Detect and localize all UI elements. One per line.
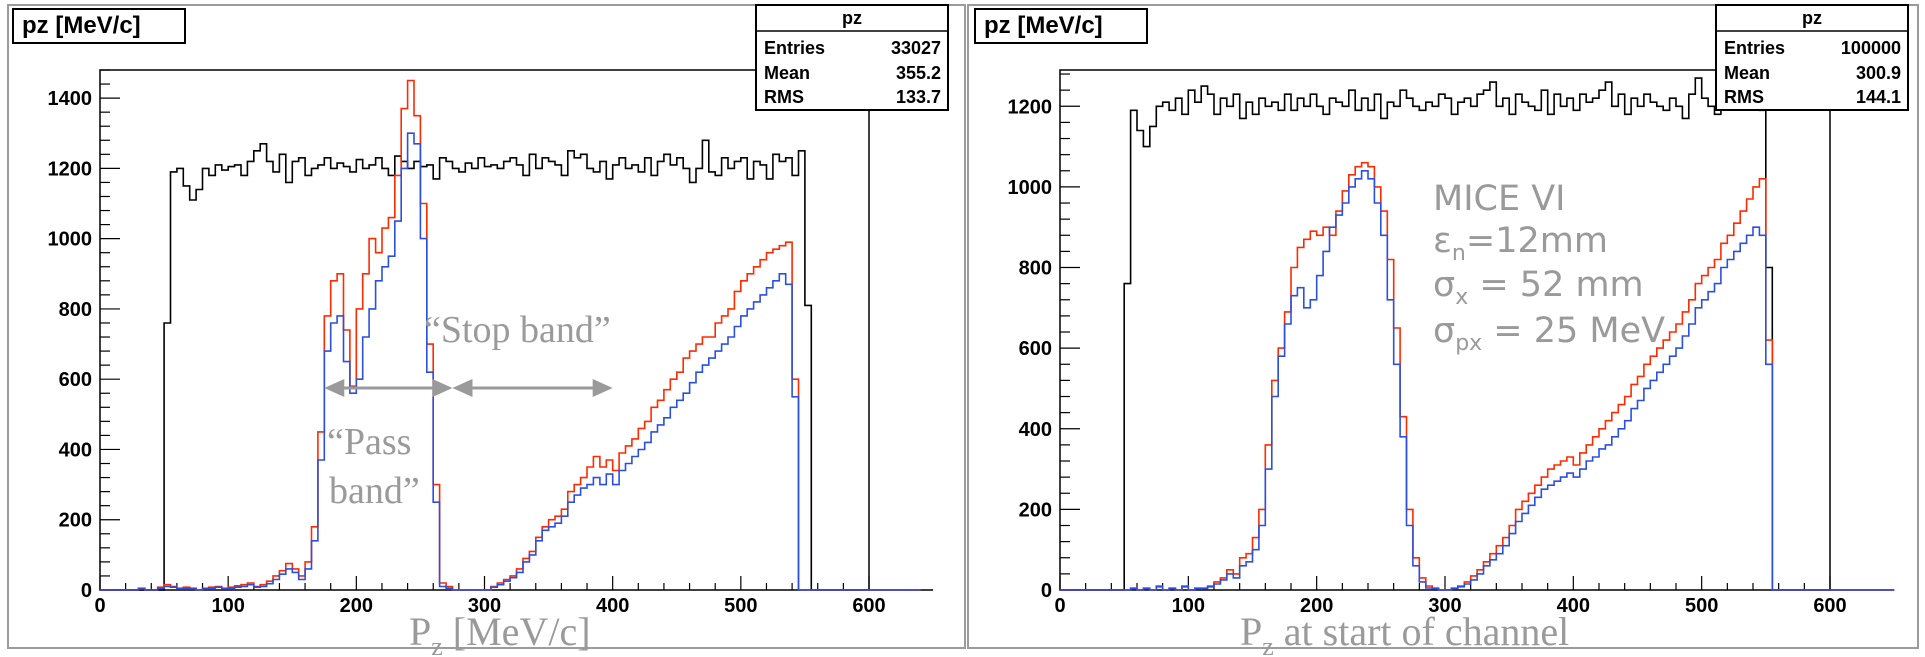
right-y-tick-label: 400 xyxy=(1019,419,1052,441)
left-x-tick-label: 0 xyxy=(94,595,105,617)
pass-band-label-line2: band” xyxy=(329,470,420,512)
sigma-x-value: = 52 mm xyxy=(1468,265,1643,305)
left-y-tick-label: 200 xyxy=(59,510,92,532)
left-pad-frame xyxy=(7,4,966,649)
right-stats-value: 100000 xyxy=(1841,38,1901,58)
left-y-tick-label: 1400 xyxy=(48,88,93,110)
right-x-title-sub: z xyxy=(1262,632,1274,657)
left-y-tick-label: 0 xyxy=(81,580,92,602)
sigma-px-sub: px xyxy=(1455,331,1482,356)
emittance-label: εn=12mm xyxy=(1433,221,1608,266)
right-stats-label: Entries xyxy=(1724,38,1785,58)
left-y-tick-label: 1000 xyxy=(48,229,93,251)
left-stats-label: RMS xyxy=(764,87,804,107)
mice-label: MICE VI xyxy=(1433,179,1565,219)
right-x-tick-label: 100 xyxy=(1172,595,1205,617)
sigma-x-label: σx = 52 mm xyxy=(1433,265,1644,310)
left-title: pz [MeV/c] xyxy=(22,12,141,39)
right-plot-area: 0 100 200 300 400 500 600 0 200 400 600 800 1000 1200 xyxy=(1008,69,1895,617)
right-x-tick-label: 500 xyxy=(1685,595,1718,617)
left-annotations: “Stop band” “Pass band” xyxy=(324,309,613,512)
right-x-tick-label: 400 xyxy=(1557,595,1590,617)
right-histogram-pad: pz [MeV/c] 0 100 200 300 400 500 600 0 200 400 600… xyxy=(967,4,1919,657)
right-stats-value: 144.1 xyxy=(1856,87,1901,107)
right-title: pz [MeV/c] xyxy=(984,12,1103,39)
pass-band-arrow xyxy=(324,378,453,397)
sigma-x-symbol: σ xyxy=(1433,265,1455,305)
right-stats-box: pz Entries 100000 Mean 300.9 RMS 144.1 xyxy=(1715,4,1909,111)
right-y-tick-label: 1200 xyxy=(1008,96,1053,118)
left-stats-frame xyxy=(755,4,949,111)
pass-band-arrow-head-right xyxy=(432,378,453,397)
right-y-tick-label: 600 xyxy=(1019,338,1052,360)
left-y-tick-label: 1200 xyxy=(48,158,93,180)
right-x-tick-label: 0 xyxy=(1054,595,1065,617)
right-pad-frame xyxy=(967,4,1919,649)
stop-band-arrow-head-left xyxy=(452,378,473,397)
sigma-px-value: = 25 MeV xyxy=(1482,311,1665,351)
left-series-blue xyxy=(100,132,921,591)
left-x-title-sub: z xyxy=(431,632,443,657)
left-x-tick-label: 600 xyxy=(852,595,885,617)
right-stats-frame xyxy=(1715,4,1909,111)
right-y-tick-label: 200 xyxy=(1019,499,1052,521)
left-x-tick-label: 200 xyxy=(340,595,373,617)
left-x-tick-label: 400 xyxy=(596,595,629,617)
left-x-title-rest: [MeV/c] xyxy=(443,609,591,654)
left-x-title-main: P xyxy=(409,609,431,654)
left-stats-label: Mean xyxy=(764,63,810,83)
pass-band-arrow-head-left xyxy=(324,378,345,397)
stop-band-arrow xyxy=(452,378,613,397)
left-y-tick-label: 400 xyxy=(59,439,92,461)
stop-band-label: “Stop band” xyxy=(424,309,611,351)
right-stats-label: RMS xyxy=(1724,87,1764,107)
right-y-tick-label: 1000 xyxy=(1008,177,1053,199)
left-histogram-pad: pz [MeV/c] 0 100 200 300 400 500 600 0 200 400 600… xyxy=(7,4,966,657)
right-stats-name: pz xyxy=(1802,8,1822,28)
left-stats-label: Entries xyxy=(764,38,825,58)
right-title-box xyxy=(974,8,1148,44)
sigma-px-label: σpx = 25 MeV xyxy=(1433,311,1665,356)
left-x-axis-title: Pz [MeV/c] xyxy=(409,609,591,657)
sigma-x-sub: x xyxy=(1455,285,1468,310)
emittance-value: =12mm xyxy=(1466,221,1608,261)
left-plot-area: 0 100 200 300 400 500 600 0 200 400 600 800 1000 1200… xyxy=(48,69,934,617)
left-y-tick-label: 800 xyxy=(59,299,92,321)
left-stats-name: pz xyxy=(842,8,862,28)
right-annotations: MICE VI εn=12mm σx = 52 mm σpx = 25 MeV xyxy=(1433,179,1665,356)
pass-band-label-line1: “Pass xyxy=(327,421,411,463)
right-x-tick-label: 300 xyxy=(1428,595,1461,617)
band-arrows xyxy=(324,378,613,397)
left-stats-value: 33027 xyxy=(891,38,941,58)
left-x-tick-label: 500 xyxy=(724,595,757,617)
stop-band-arrow-head-right xyxy=(592,378,613,397)
sigma-px-symbol: σ xyxy=(1433,311,1455,351)
emittance-sub: n xyxy=(1452,241,1466,266)
left-series-total xyxy=(100,139,934,591)
right-stats-label: Mean xyxy=(1724,63,1770,83)
emittance-symbol: ε xyxy=(1433,221,1452,261)
left-title-box xyxy=(12,8,186,44)
right-series-total xyxy=(1060,77,1895,591)
right-y-tick-label: 800 xyxy=(1019,258,1052,280)
right-stats-value: 300.9 xyxy=(1856,63,1901,83)
left-y-tick-label: 600 xyxy=(59,369,92,391)
right-x-tick-label: 600 xyxy=(1813,595,1846,617)
left-stats-value: 355.2 xyxy=(896,63,941,83)
left-x-tick-label: 300 xyxy=(468,595,501,617)
right-y-tick-label: 0 xyxy=(1041,580,1052,602)
right-x-title-main: P xyxy=(1240,609,1262,654)
right-x-tick-label: 200 xyxy=(1300,595,1333,617)
left-stats-box: pz Entries 33027 Mean 355.2 RMS 133.7 xyxy=(755,4,949,111)
right-series-blue xyxy=(1060,170,1895,591)
left-stats-value: 133.7 xyxy=(896,87,941,107)
right-x-title-rest: at start of channel xyxy=(1274,609,1569,654)
left-x-tick-label: 100 xyxy=(211,595,244,617)
right-x-axis-title: Pz at start of channel xyxy=(1240,609,1569,657)
